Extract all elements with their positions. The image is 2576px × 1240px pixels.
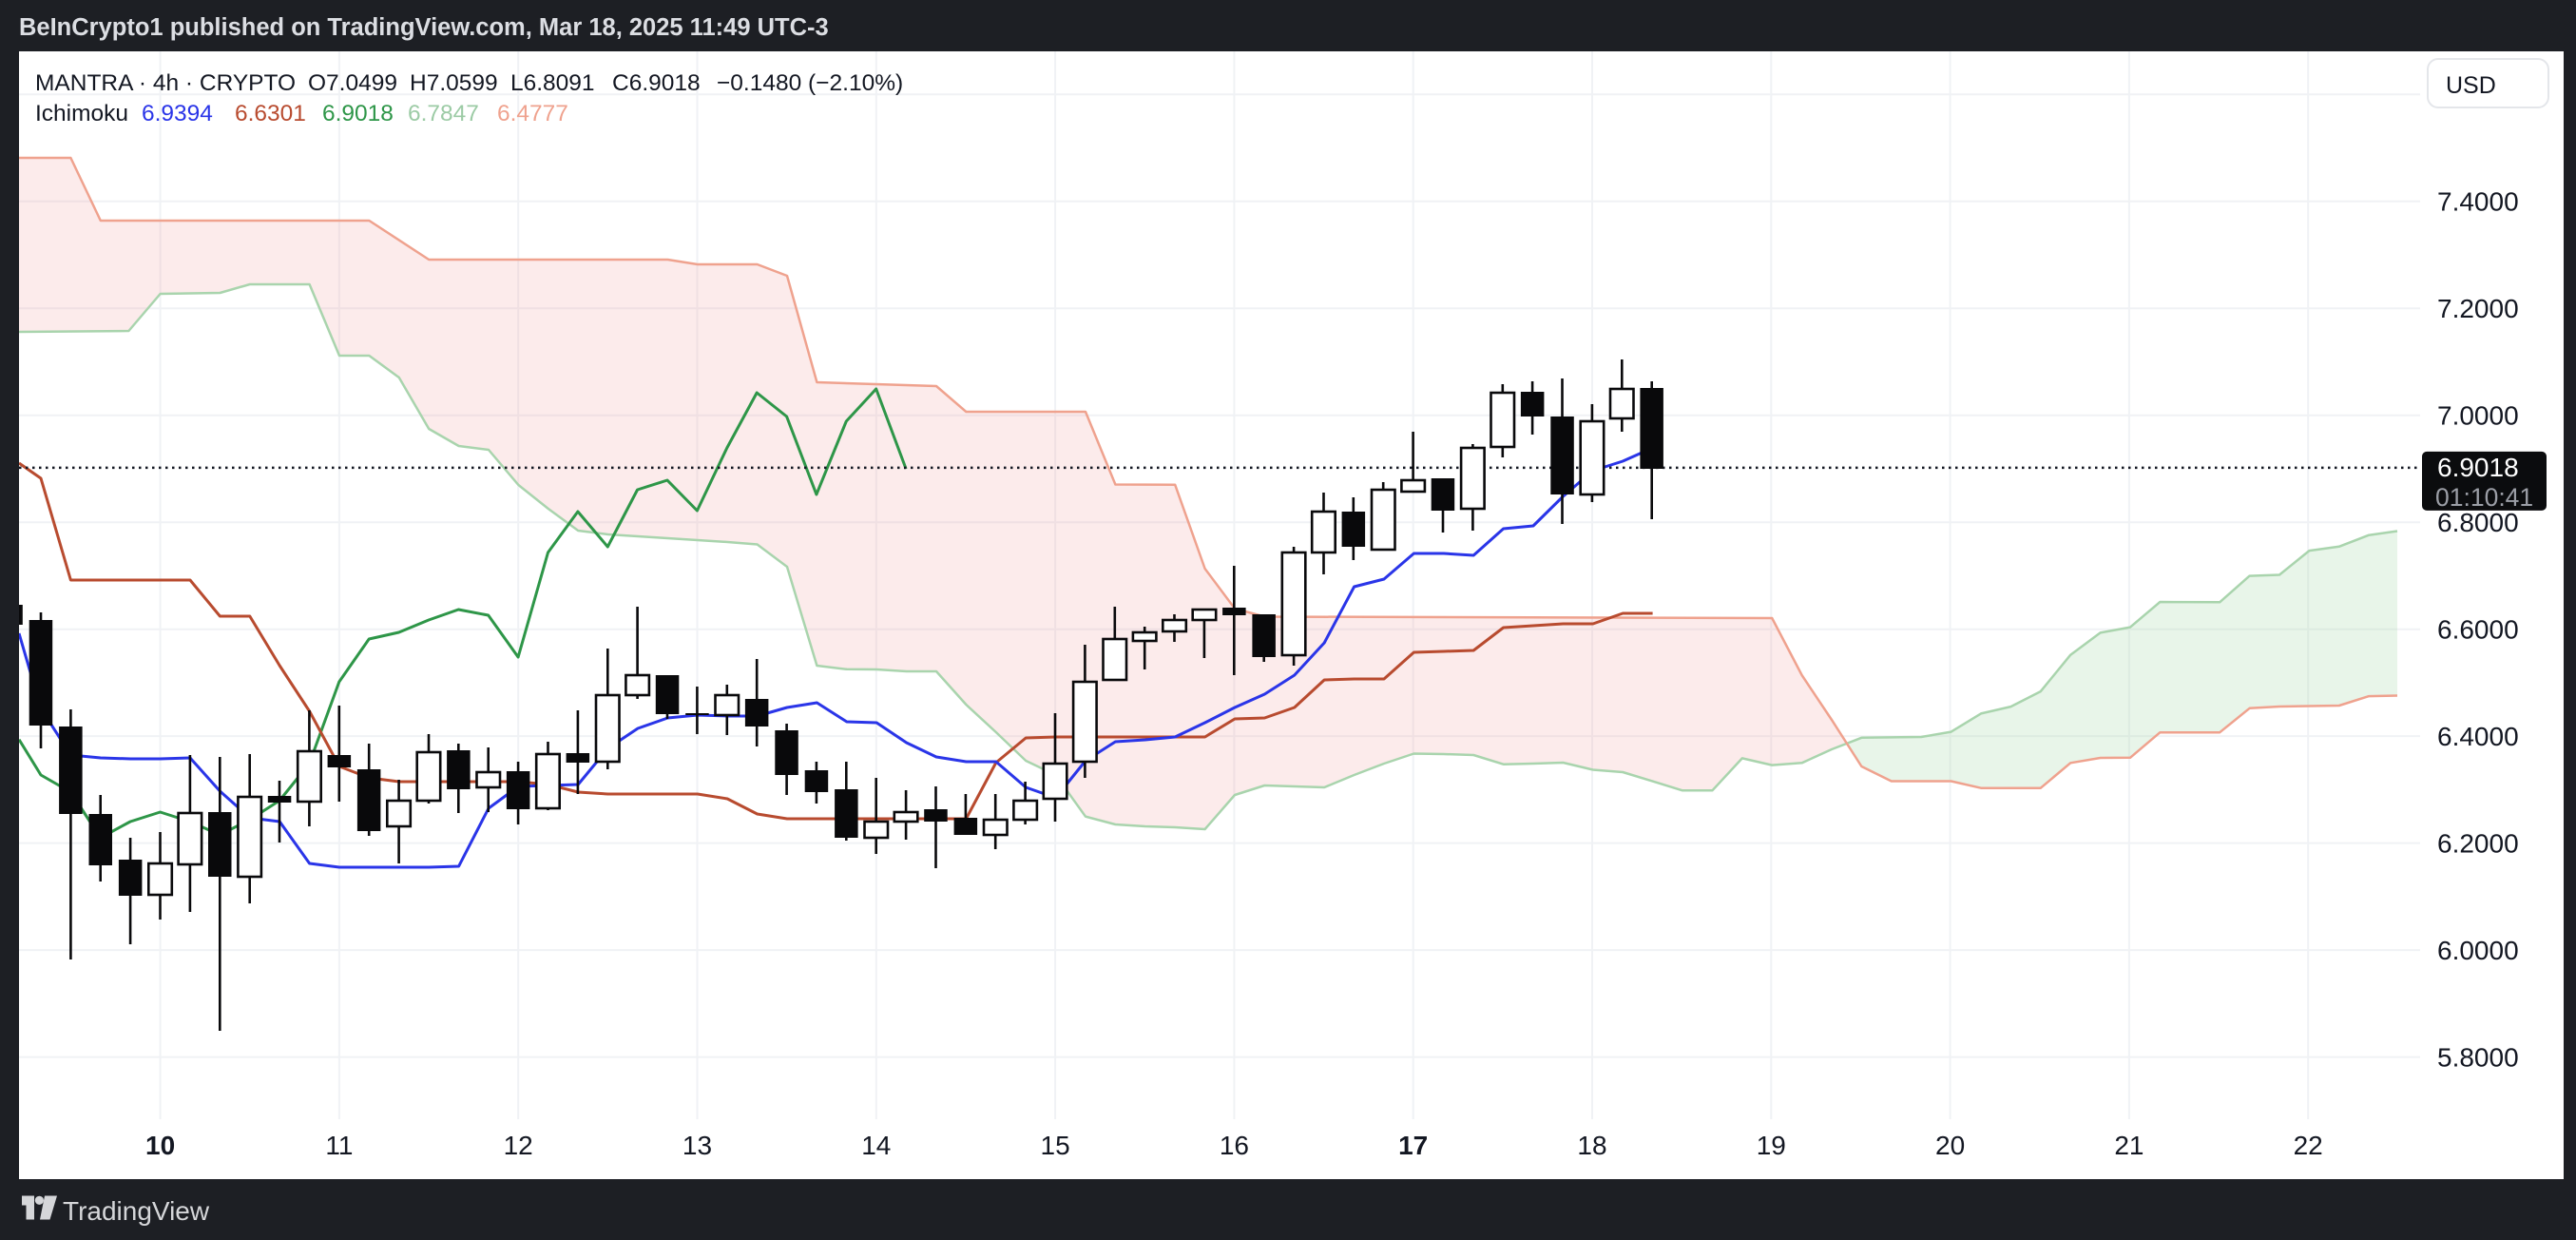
svg-text:20: 20 [1935, 1131, 1965, 1160]
svg-text:BeInCrypto1 published on Tradi: BeInCrypto1 published on TradingView.com… [19, 14, 829, 41]
svg-text:−0.1480 (−2.10%): −0.1480 (−2.10%) [717, 70, 903, 96]
svg-text:22: 22 [2294, 1131, 2323, 1160]
svg-text:6.4777: 6.4777 [497, 101, 568, 126]
svg-text:6.9018: 6.9018 [322, 101, 394, 126]
svg-text:MANTRA · 4h · CRYPTO: MANTRA · 4h · CRYPTO [35, 70, 296, 96]
svg-text:5.8000: 5.8000 [2437, 1043, 2519, 1073]
svg-text:6.8000: 6.8000 [2437, 508, 2519, 537]
svg-text:Ichimoku: Ichimoku [35, 101, 128, 126]
svg-text:6.7847: 6.7847 [408, 101, 479, 126]
svg-text:6.9394: 6.9394 [142, 101, 213, 126]
svg-text:18: 18 [1577, 1131, 1606, 1160]
svg-text:16: 16 [1220, 1131, 1249, 1160]
svg-text:C6.9018: C6.9018 [612, 70, 701, 96]
svg-text:11: 11 [325, 1131, 353, 1160]
svg-text:14: 14 [861, 1131, 891, 1160]
svg-text:01:10:41: 01:10:41 [2435, 483, 2533, 512]
svg-text:6.4000: 6.4000 [2437, 722, 2519, 751]
svg-text:10: 10 [145, 1131, 175, 1160]
svg-text:6.2000: 6.2000 [2437, 829, 2519, 859]
svg-text:TradingView: TradingView [63, 1196, 210, 1226]
svg-text:7.4000: 7.4000 [2437, 187, 2519, 217]
svg-text:17: 17 [1398, 1131, 1428, 1160]
svg-text:6.6000: 6.6000 [2437, 615, 2519, 645]
svg-text:6.9018: 6.9018 [2437, 453, 2519, 482]
svg-text:15: 15 [1041, 1131, 1070, 1160]
svg-text:6.6301: 6.6301 [235, 101, 306, 126]
svg-text:H7.0599: H7.0599 [410, 70, 498, 96]
svg-text:L6.8091: L6.8091 [510, 70, 595, 96]
svg-text:13: 13 [682, 1131, 712, 1160]
svg-text:19: 19 [1757, 1131, 1786, 1160]
svg-text:7.2000: 7.2000 [2437, 294, 2519, 323]
svg-text:O7.0499: O7.0499 [308, 70, 397, 96]
svg-text:12: 12 [504, 1131, 533, 1160]
svg-text:6.0000: 6.0000 [2437, 936, 2519, 965]
svg-text:USD: USD [2446, 72, 2496, 99]
svg-text:21: 21 [2114, 1131, 2143, 1160]
svg-text:7.0000: 7.0000 [2437, 401, 2519, 431]
